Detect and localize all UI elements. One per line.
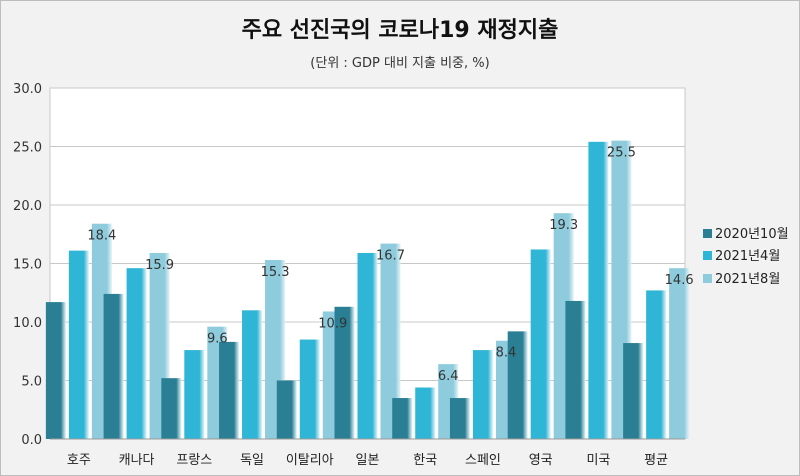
bars: [45, 140, 690, 439]
x-tick-label: 독일: [240, 453, 264, 468]
bar: [415, 387, 436, 439]
y-tick-label: 5.0: [21, 375, 42, 390]
data-labels: 18.4 15.9 9.6 15.3 10.9 16.7 6.4 8.4 19.3 25.5 14.…: [87, 146, 693, 384]
x-tick-label: 캐나다: [119, 453, 155, 468]
bar: [126, 268, 147, 439]
bar: [242, 310, 263, 439]
data-label: 6.4: [438, 369, 459, 384]
legend-swatch: [703, 229, 712, 238]
x-axis: 호주 캐나다 프랑스 독일 이탈리아 일본 한국 스페인 영국 미국 평균: [50, 438, 685, 468]
bar: [276, 380, 297, 439]
bar: [449, 398, 470, 439]
bar: [623, 343, 644, 439]
bar: [334, 306, 355, 439]
data-label: 8.4: [496, 346, 517, 361]
data-label: 25.5: [607, 146, 636, 161]
legend-label: 2021년4월: [715, 249, 780, 264]
legend-label: 2021년8월: [715, 272, 780, 287]
bar: [219, 341, 240, 439]
bar: [472, 350, 493, 439]
data-label: 19.3: [549, 218, 578, 233]
y-axis: 0.0 5.0 10.0 15.0 20.0 25.0 30.0: [13, 82, 42, 448]
data-label: 14.6: [665, 273, 694, 288]
data-label: 15.3: [261, 265, 290, 280]
data-label: 9.6: [207, 332, 228, 347]
y-tick-label: 20.0: [13, 199, 42, 214]
legend-swatch: [703, 274, 712, 283]
bar: [45, 302, 66, 439]
x-tick-label: 미국: [586, 453, 610, 468]
bar: [103, 293, 124, 439]
chart-title: 주요 선진국의 코로나19 재정지출: [241, 18, 559, 43]
x-tick-label: 한국: [413, 453, 437, 468]
y-tick-label: 25.0: [13, 141, 42, 156]
data-label: 10.9: [318, 316, 347, 331]
bar: [507, 331, 528, 439]
y-tick-label: 15.0: [13, 258, 42, 273]
bar: [184, 350, 205, 439]
data-label: 15.9: [145, 258, 174, 273]
legend-label: 2020년10월: [715, 227, 789, 242]
bar: [392, 398, 413, 439]
y-tick-label: 0.0: [21, 433, 42, 448]
legend-swatch: [703, 251, 712, 260]
legend: 2020년10월 2021년4월 2021년8월: [703, 227, 789, 287]
bar: [588, 141, 609, 439]
y-tick-label: 30.0: [13, 82, 42, 97]
bar: [380, 243, 401, 439]
bar: [669, 268, 690, 439]
data-label: 18.4: [87, 229, 116, 244]
bar: [565, 300, 586, 439]
chart-subtitle: (단위 : GDP 대비 지출 비중, %): [310, 56, 490, 71]
data-label: 16.7: [376, 249, 405, 264]
bar: [646, 290, 667, 439]
x-tick-label: 스페인: [465, 453, 501, 468]
x-tick-label: 호주: [67, 453, 91, 468]
bar: [357, 252, 378, 439]
bar: [68, 250, 89, 439]
x-tick-label: 프랑스: [176, 453, 212, 468]
bar: [299, 339, 320, 439]
x-tick-label: 일본: [356, 453, 380, 468]
y-tick-label: 10.0: [13, 316, 42, 331]
x-tick-label: 평균: [644, 453, 668, 468]
x-tick-label: 영국: [529, 453, 553, 468]
bar: [161, 378, 182, 439]
bar: [530, 249, 551, 439]
x-tick-label: 이탈리아: [286, 453, 334, 468]
